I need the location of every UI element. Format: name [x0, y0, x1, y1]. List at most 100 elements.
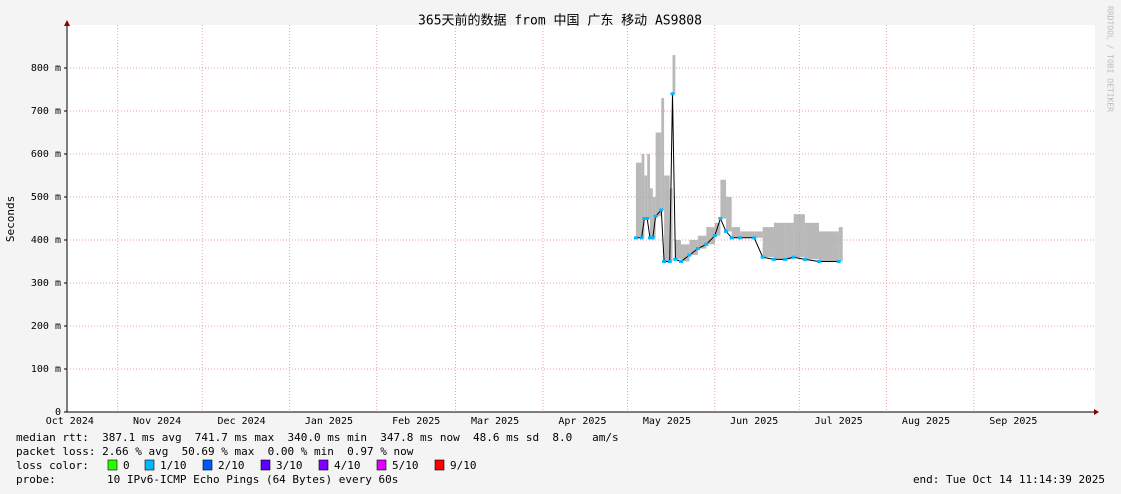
median-point	[704, 242, 709, 246]
y-tick-label: 800 m	[31, 63, 61, 74]
legend-swatch	[202, 459, 213, 471]
x-tick-label: Apr 2025	[558, 416, 606, 427]
y-axis-label: Seconds	[4, 196, 17, 242]
median-point	[639, 236, 644, 240]
smoke	[804, 222, 819, 260]
median-point	[650, 236, 655, 240]
smoke	[838, 227, 843, 262]
legend-swatch	[434, 459, 445, 471]
smoke	[785, 222, 794, 260]
median-point	[678, 260, 683, 263]
median-point	[673, 257, 678, 261]
legend-swatch	[107, 459, 118, 471]
smoke	[672, 55, 676, 94]
smoke	[680, 244, 690, 262]
median-point	[712, 234, 717, 238]
smoke	[664, 175, 670, 262]
x-tick-label: Dec 2024	[218, 416, 266, 427]
legend-swatch	[376, 459, 387, 471]
y-tick-label: 300 m	[31, 278, 61, 289]
smoke	[655, 132, 662, 217]
y-arrow	[64, 20, 70, 26]
median-point	[659, 208, 664, 212]
x-tick-label: Feb 2025	[392, 416, 440, 427]
x-tick-label: Jul 2025	[815, 416, 863, 427]
median-point	[695, 247, 700, 251]
smoke	[641, 154, 645, 238]
smoke	[740, 231, 755, 238]
x-tick-label: Jun 2025	[730, 416, 778, 427]
median-point	[836, 260, 841, 263]
smoke	[793, 214, 805, 258]
median-point	[645, 217, 650, 220]
median-point	[662, 260, 667, 263]
median-point	[648, 236, 653, 240]
median-point	[724, 229, 729, 233]
legend-label: 9/10	[450, 459, 477, 472]
smoke	[818, 231, 839, 262]
median-point	[687, 253, 692, 257]
legend-swatch	[318, 459, 329, 471]
legend-label: 1/10	[160, 459, 187, 472]
smoke	[661, 98, 665, 210]
y-tick-label: 600 m	[31, 149, 61, 160]
legend-label: 4/10	[334, 459, 361, 472]
x-tick-label: Nov 2024	[133, 416, 181, 427]
smoke	[650, 188, 653, 238]
legend-swatch	[144, 459, 155, 471]
median-point	[760, 255, 765, 259]
median-point	[771, 257, 776, 261]
x-tick-label: Oct 2024	[46, 416, 94, 427]
probe-label: probe:	[16, 473, 56, 486]
smoke	[697, 235, 707, 249]
legend-label: 0	[123, 459, 130, 472]
median-point	[718, 217, 723, 220]
x-tick-label: Aug 2025	[902, 416, 950, 427]
legend-label: 2/10	[218, 459, 245, 472]
probe-text: 10 IPv6-ICMP Echo Pings (64 Bytes) every…	[107, 473, 398, 486]
median-point	[791, 255, 796, 259]
stats-line: median rtt: 387.1 ms avg 741.7 ms max 34…	[16, 431, 619, 444]
y-tick-label: 400 m	[31, 235, 61, 246]
stats-line: packet loss: 2.66 % avg 50.69 % max 0.00…	[16, 445, 414, 458]
smoke	[706, 227, 715, 245]
median-point	[670, 92, 675, 96]
median-point	[667, 260, 672, 263]
median-point	[816, 260, 821, 263]
end-time: end: Tue Oct 14 11:14:39 2025	[913, 473, 1105, 486]
smoke	[720, 179, 727, 219]
y-tick-label: 200 m	[31, 321, 61, 332]
legend-label: 3/10	[276, 459, 303, 472]
smoke	[762, 227, 774, 258]
x-tick-label: Jan 2025	[305, 416, 353, 427]
plot-area	[67, 25, 1095, 412]
watermark: RRDTOOL / TOBI OETIKER	[1106, 6, 1115, 112]
y-tick-label: 0	[55, 407, 61, 418]
smoke	[675, 240, 681, 260]
smoke	[754, 231, 763, 238]
y-tick-label: 700 m	[31, 106, 61, 117]
x-tick-label: Mar 2025	[471, 416, 519, 427]
smoke	[714, 222, 721, 236]
smoke	[669, 188, 673, 262]
median-point	[653, 214, 658, 218]
loss-label: loss color:	[16, 459, 89, 472]
y-tick-label: 500 m	[31, 192, 61, 203]
median-point	[752, 236, 757, 240]
legend-label: 5/10	[392, 459, 419, 472]
smoke	[726, 197, 732, 232]
legend-swatch	[260, 459, 271, 471]
smoke	[647, 154, 651, 219]
y-tick-label: 100 m	[31, 364, 61, 375]
smoke	[689, 240, 698, 256]
smoke	[731, 227, 741, 238]
smoke	[773, 222, 786, 260]
median-point	[729, 236, 734, 240]
median-point	[738, 236, 743, 240]
smoke	[644, 175, 648, 219]
x-tick-label: May 2025	[643, 416, 691, 427]
chart-title: 365天前的数据 from 中国 广东 移动 AS9808	[418, 13, 702, 29]
median-point	[783, 257, 788, 261]
median-point	[642, 217, 647, 220]
